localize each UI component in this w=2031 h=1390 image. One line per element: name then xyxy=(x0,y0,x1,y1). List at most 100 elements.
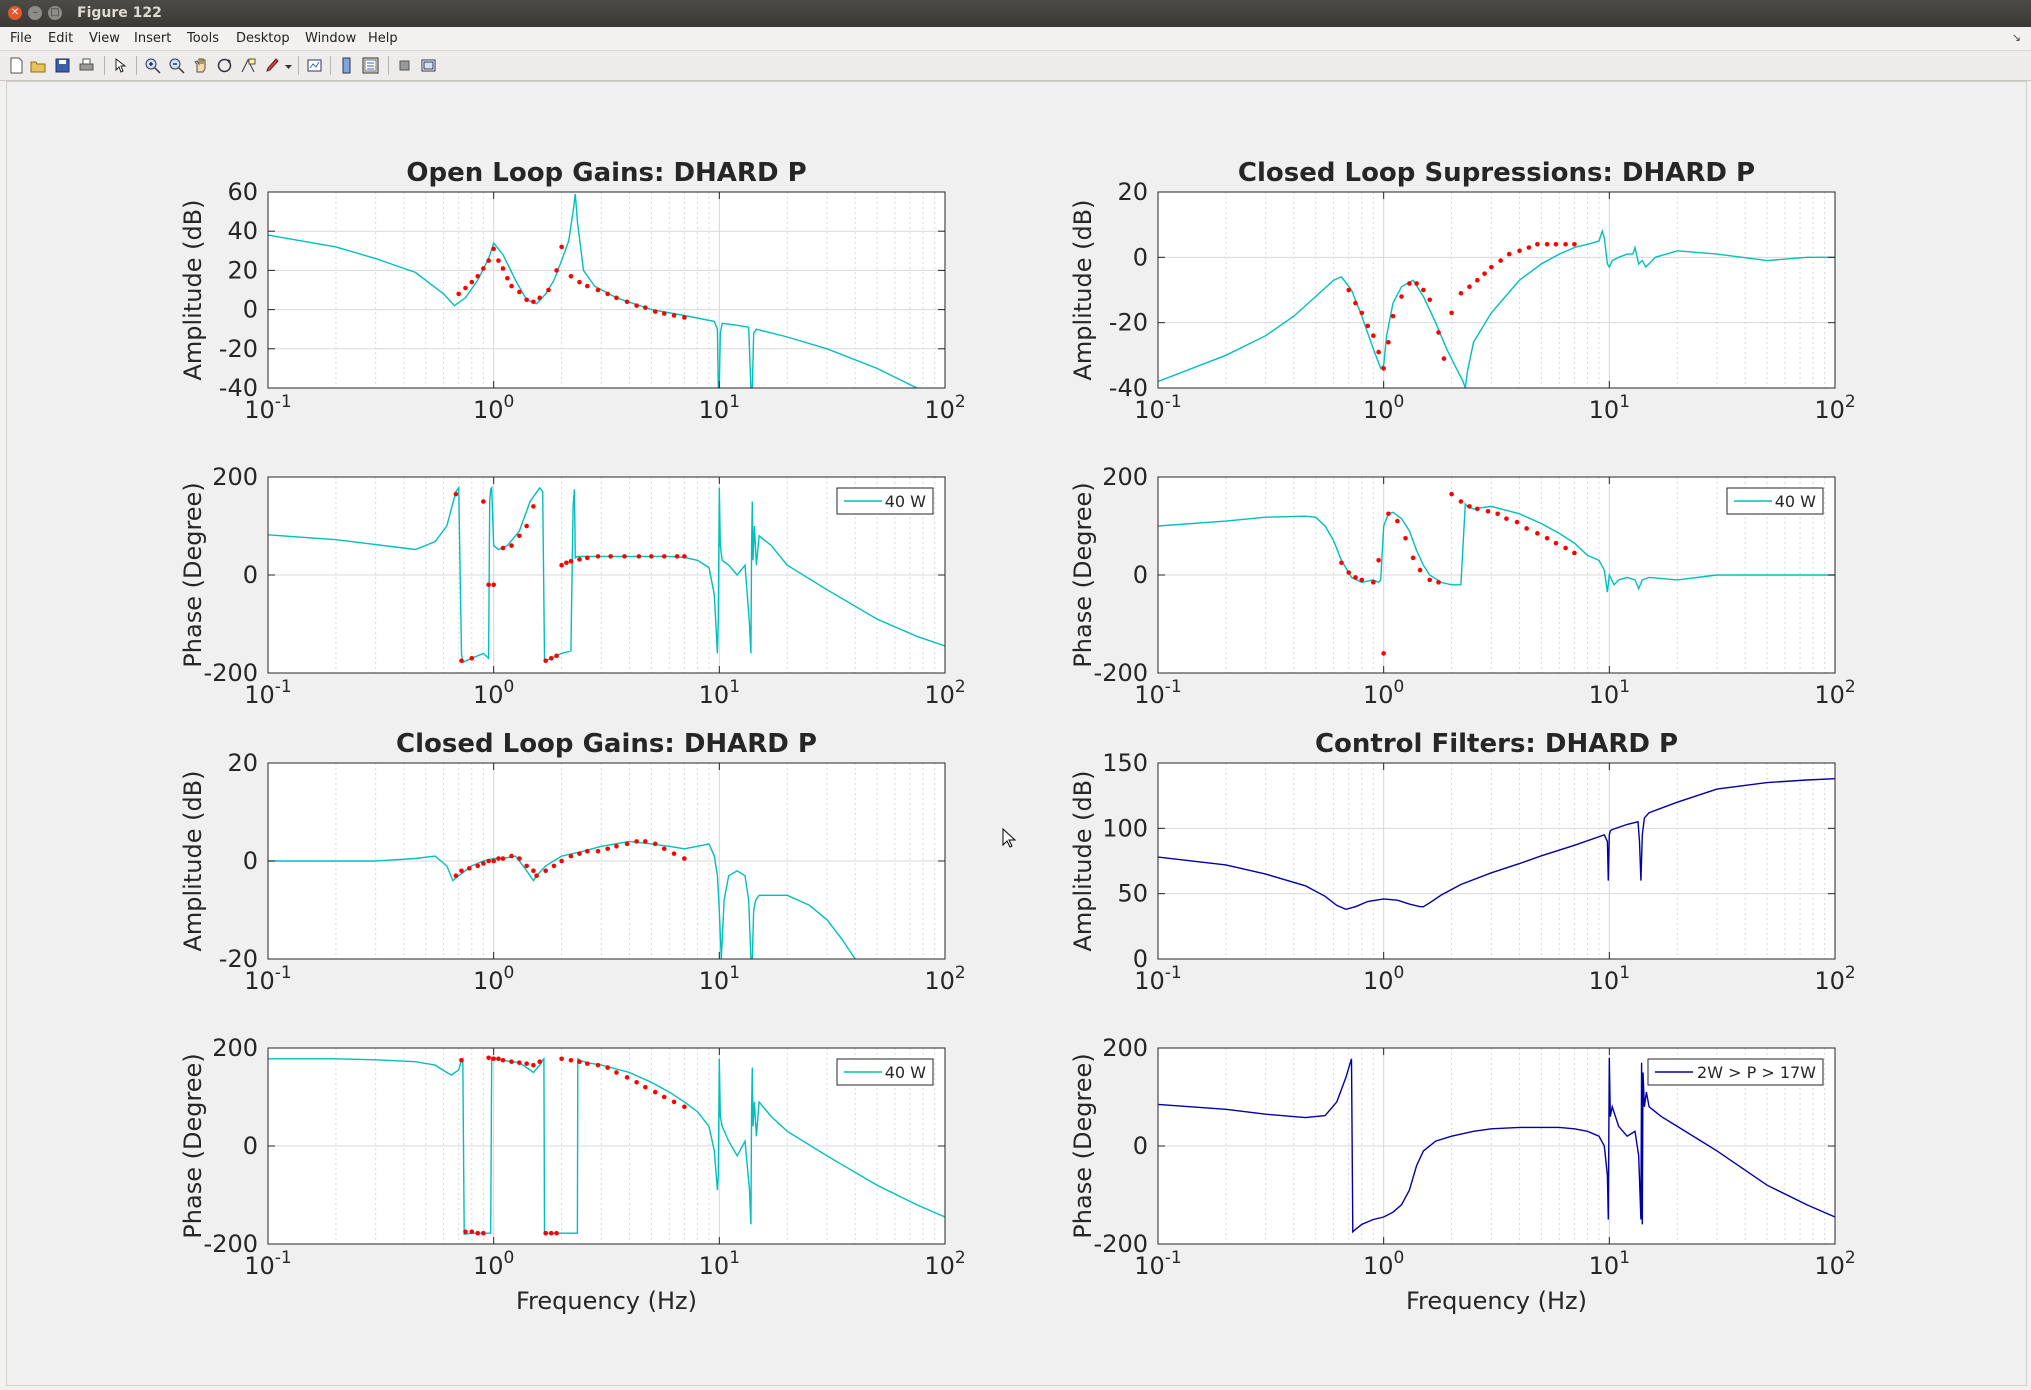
data-point xyxy=(1467,284,1472,290)
data-point xyxy=(524,863,529,869)
y-tick-label: 100 xyxy=(1102,814,1148,842)
data-point xyxy=(517,1060,522,1065)
data-point xyxy=(614,295,619,301)
x-tick-label: 100 xyxy=(1363,677,1404,709)
y-tick-label: -200 xyxy=(1094,1230,1148,1258)
menu-view[interactable]: View xyxy=(89,31,120,46)
save-icon[interactable] xyxy=(54,57,71,74)
data-point xyxy=(605,846,610,852)
data-point xyxy=(1427,297,1433,303)
y-axis-label: Amplitude (dB) xyxy=(1069,770,1097,951)
hide-plot-tools-icon[interactable] xyxy=(396,57,413,74)
zoom-in-icon[interactable] xyxy=(144,57,161,74)
menu-desktop[interactable]: Desktop xyxy=(236,31,290,46)
data-point xyxy=(624,299,630,305)
data-point xyxy=(1467,504,1472,509)
data-point xyxy=(509,283,514,289)
y-tick-label: 150 xyxy=(1102,749,1148,777)
x-tick-label: 102 xyxy=(924,392,965,424)
data-point xyxy=(500,1057,506,1063)
data-point xyxy=(486,858,491,864)
data-point xyxy=(1371,580,1376,585)
x-tick-label: 102 xyxy=(1814,392,1855,424)
menu-window[interactable]: Window xyxy=(305,31,357,46)
data-point xyxy=(559,858,564,864)
data-point xyxy=(1346,287,1352,293)
edit-plot-icon[interactable] xyxy=(112,57,129,74)
y-tick-label: 0 xyxy=(243,1132,258,1160)
axes-2 xyxy=(1157,191,1836,389)
y-tick-label: 200 xyxy=(212,463,258,491)
dock-figure-icon[interactable]: ↘ xyxy=(2011,31,2021,44)
data-point xyxy=(1376,349,1381,355)
axes-1 xyxy=(267,476,946,674)
x-tick-label: 101 xyxy=(1589,677,1630,709)
toolbar-separator xyxy=(330,56,331,75)
data-point xyxy=(1449,310,1454,316)
print-icon[interactable] xyxy=(78,57,95,74)
x-tick-label: 101 xyxy=(699,677,740,709)
data-point xyxy=(614,844,619,849)
data-point xyxy=(524,297,529,303)
data-point xyxy=(1475,277,1480,283)
chart-title: Closed Loop Supressions: DHARD P xyxy=(1238,158,1755,188)
close-window-button[interactable]: ✕ xyxy=(8,6,22,20)
minimize-window-button[interactable]: – xyxy=(28,6,42,20)
y-tick-label: 40 xyxy=(227,217,258,245)
data-point xyxy=(543,1230,548,1236)
series-line xyxy=(268,485,945,664)
zoom-out-icon[interactable] xyxy=(168,57,185,74)
data-point xyxy=(1489,264,1494,270)
toolbar-separator xyxy=(388,56,389,75)
brush-icon[interactable] xyxy=(264,57,281,74)
data-point xyxy=(595,554,601,559)
menu-insert[interactable]: Insert xyxy=(134,31,172,46)
y-tick-label: -20 xyxy=(219,335,258,363)
y-axis-label: Phase (Degree) xyxy=(179,482,207,667)
data-point xyxy=(491,582,496,588)
data-point xyxy=(1563,545,1568,551)
menu-edit[interactable]: Edit xyxy=(48,31,74,46)
pan-icon[interactable] xyxy=(192,57,209,74)
data-point xyxy=(595,287,601,293)
x-tick-label: 10-1 xyxy=(1134,392,1182,424)
x-tick-label: 10-1 xyxy=(244,1248,292,1280)
legend-label: 40 W xyxy=(885,1063,926,1082)
data-point xyxy=(652,841,658,847)
data-point xyxy=(568,558,574,564)
data-point xyxy=(546,287,551,293)
x-tick-label: 100 xyxy=(1363,392,1404,424)
menu-file[interactable]: File xyxy=(10,31,32,46)
maximize-window-button[interactable]: □ xyxy=(48,6,62,20)
menu-tools[interactable]: Tools xyxy=(187,31,220,46)
series-line xyxy=(1158,778,1835,911)
data-point xyxy=(614,1070,619,1075)
insert-colorbar-icon[interactable] xyxy=(338,57,355,74)
y-tick-label: -200 xyxy=(204,659,258,687)
data-point xyxy=(475,863,481,869)
insert-legend-icon[interactable] xyxy=(362,57,379,74)
link-plot-icon[interactable] xyxy=(306,57,323,74)
y-tick-label: 0 xyxy=(1133,561,1148,589)
new-figure-icon[interactable] xyxy=(8,57,25,74)
brush-dropdown-icon[interactable] xyxy=(284,57,293,74)
open-file-icon[interactable] xyxy=(30,57,47,74)
show-plot-tools-icon[interactable] xyxy=(420,57,437,74)
rotate-3d-icon[interactable] xyxy=(216,57,233,74)
menu-help[interactable]: Help xyxy=(368,31,398,46)
data-point xyxy=(682,315,687,320)
y-tick-label: -40 xyxy=(219,374,258,402)
data-point xyxy=(636,554,642,559)
y-tick-label: 50 xyxy=(1117,880,1148,908)
data-point xyxy=(559,244,564,250)
data-point xyxy=(481,266,486,271)
x-tick-label: 10-1 xyxy=(1134,677,1182,709)
chart-title: Open Loop Gains: DHARD P xyxy=(406,158,806,188)
data-point xyxy=(459,1057,464,1063)
chart-title: Control Filters: DHARD P xyxy=(1315,729,1678,759)
data-point xyxy=(652,309,658,314)
data-cursor-icon[interactable] xyxy=(240,57,257,74)
data-point xyxy=(564,560,569,566)
data-point xyxy=(595,1062,601,1068)
